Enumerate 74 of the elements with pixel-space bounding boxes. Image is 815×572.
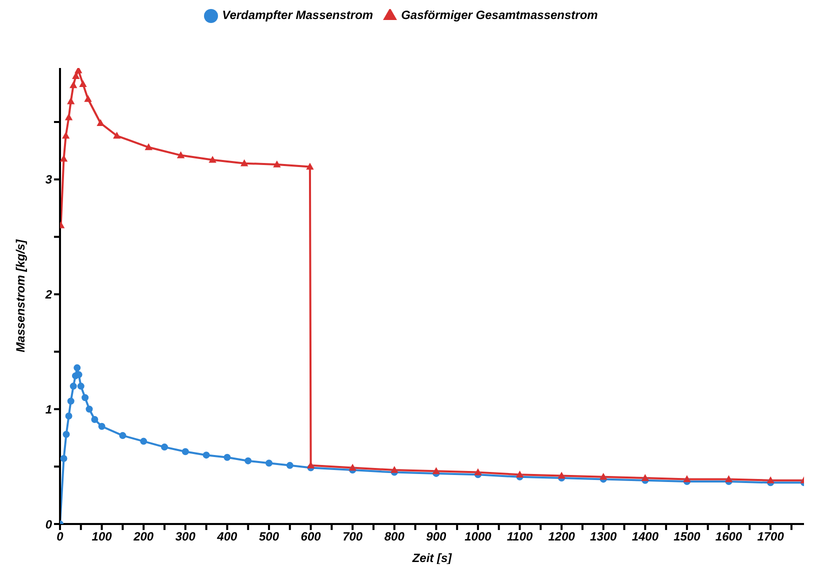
point bbox=[86, 406, 93, 413]
point bbox=[145, 144, 152, 150]
x-tick-label: 600 bbox=[300, 530, 322, 544]
point bbox=[182, 448, 189, 456]
point bbox=[767, 476, 774, 484]
point bbox=[600, 473, 607, 480]
x-tick-label: 1500 bbox=[674, 530, 701, 544]
x-tick-label: 700 bbox=[342, 530, 363, 544]
point bbox=[306, 163, 314, 170]
point bbox=[72, 72, 80, 79]
x-tick-label: 900 bbox=[426, 530, 447, 544]
point bbox=[642, 474, 649, 481]
x-tick-label: 100 bbox=[92, 530, 112, 544]
point bbox=[432, 468, 440, 474]
point bbox=[244, 457, 252, 464]
point bbox=[224, 454, 231, 461]
point bbox=[307, 462, 314, 468]
legend-label: Gasförmiger Gesamtmassenstrom bbox=[401, 8, 598, 22]
point bbox=[209, 156, 216, 163]
point bbox=[70, 382, 77, 390]
x-tick-label: 0 bbox=[56, 530, 64, 544]
point bbox=[725, 476, 732, 482]
y-tick-label: 3 bbox=[45, 172, 52, 187]
point bbox=[65, 114, 72, 120]
point bbox=[202, 452, 210, 459]
point bbox=[240, 160, 248, 166]
x-tick-label: 1700 bbox=[757, 530, 784, 544]
legend-label: Verdampfter Massenstrom bbox=[222, 8, 374, 22]
point bbox=[683, 476, 690, 482]
x-tick-label: 1300 bbox=[590, 530, 618, 544]
x-tick-label: 1600 bbox=[715, 530, 742, 544]
point bbox=[82, 394, 89, 402]
y-tick-label: 0 bbox=[45, 517, 52, 532]
point bbox=[177, 152, 184, 158]
point bbox=[390, 466, 398, 473]
point bbox=[91, 416, 98, 423]
x-tick-label: 1200 bbox=[548, 530, 576, 544]
x-tick-label: 1000 bbox=[464, 530, 492, 544]
point bbox=[286, 462, 294, 469]
y-tick-label: 1 bbox=[45, 402, 52, 416]
point bbox=[97, 120, 104, 126]
point bbox=[67, 98, 74, 104]
x-tick-label: 300 bbox=[175, 530, 196, 544]
x-tick-label: 1400 bbox=[632, 530, 659, 544]
point bbox=[60, 455, 68, 462]
x-tick-label: 200 bbox=[132, 530, 154, 544]
point bbox=[65, 412, 72, 420]
point bbox=[119, 432, 126, 440]
point bbox=[77, 382, 84, 390]
point bbox=[113, 132, 120, 139]
x-tick-label: 400 bbox=[216, 530, 238, 544]
point bbox=[516, 471, 524, 478]
point bbox=[74, 364, 81, 372]
point bbox=[79, 80, 86, 87]
point bbox=[558, 472, 566, 479]
y-axis-title: Massenstrom [kg/s] bbox=[13, 238, 28, 352]
point bbox=[70, 82, 77, 88]
point bbox=[140, 438, 148, 445]
point bbox=[160, 444, 168, 451]
x-tick-label: 1100 bbox=[506, 530, 533, 544]
point bbox=[265, 460, 272, 467]
point bbox=[60, 155, 68, 162]
point bbox=[84, 96, 92, 102]
x-tick-label: 800 bbox=[384, 530, 405, 544]
point bbox=[474, 468, 482, 476]
point bbox=[62, 132, 70, 139]
x-tick-label: 500 bbox=[258, 530, 280, 544]
point bbox=[74, 68, 82, 74]
point bbox=[62, 430, 70, 438]
y-tick-label: 2 bbox=[44, 288, 52, 302]
point bbox=[349, 464, 356, 471]
point bbox=[273, 160, 280, 168]
point bbox=[98, 422, 106, 430]
point bbox=[67, 398, 74, 405]
